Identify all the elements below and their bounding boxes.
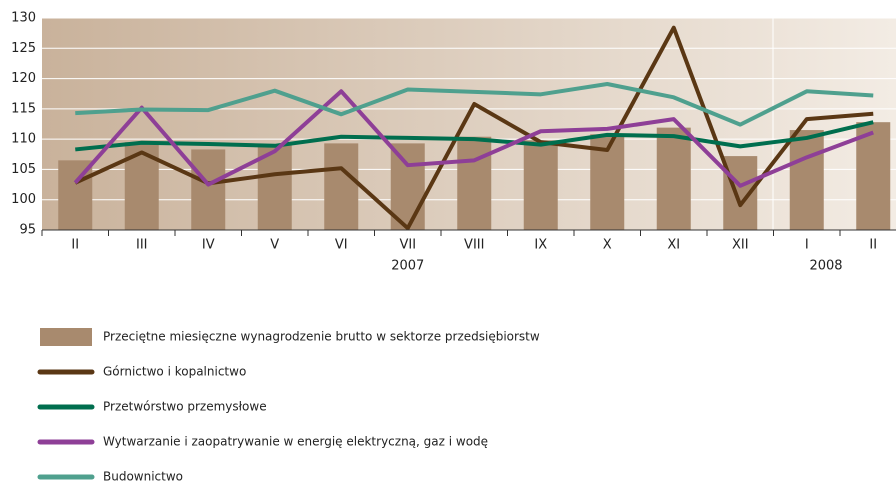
bar bbox=[457, 136, 492, 230]
x-tick-label: III bbox=[136, 238, 148, 253]
y-tick-label: 115 bbox=[11, 101, 36, 116]
x-tick-label: IV bbox=[202, 238, 215, 253]
bar bbox=[789, 130, 824, 230]
legend-label: Przeciętne miesięczne wynagrodzenie brut… bbox=[103, 330, 540, 344]
x-tick-label: I bbox=[805, 238, 809, 253]
x-tick-label: XII bbox=[732, 238, 749, 253]
line-series bbox=[75, 120, 874, 152]
line-series bbox=[73, 89, 874, 188]
legend-label: Budownictwo bbox=[103, 470, 183, 481]
bar bbox=[856, 122, 891, 230]
x-tick-label: XI bbox=[667, 238, 680, 253]
bar bbox=[656, 127, 691, 230]
year-label: 2008 bbox=[809, 259, 842, 274]
line-series bbox=[75, 82, 874, 127]
bar bbox=[523, 140, 558, 230]
x-tick-label: VIII bbox=[464, 238, 484, 253]
x-tick-label: V bbox=[270, 238, 279, 253]
x-tick-label: II bbox=[869, 238, 877, 253]
legend-label: Górnictwo i kopalnictwo bbox=[103, 365, 246, 379]
bar bbox=[723, 156, 758, 230]
legend-label: Wytwarzanie i zaopatrywanie w energię el… bbox=[103, 435, 488, 449]
legend-swatch bbox=[40, 328, 92, 346]
y-tick-label: 120 bbox=[11, 71, 36, 86]
y-tick-label: 130 bbox=[11, 11, 36, 26]
bar bbox=[324, 143, 359, 230]
x-tick-label: IX bbox=[534, 238, 547, 253]
y-tick-label: 95 bbox=[19, 223, 36, 238]
x-tick-label: X bbox=[603, 238, 612, 253]
y-tick-label: 105 bbox=[11, 162, 36, 177]
bar bbox=[124, 142, 159, 230]
legend-label: Przetwórstwo przemysłowe bbox=[103, 400, 267, 414]
x-tick-label: II bbox=[71, 238, 79, 253]
bar bbox=[191, 149, 226, 230]
x-tick-label: VII bbox=[399, 238, 416, 253]
x-tick-label: VI bbox=[335, 238, 348, 253]
year-label: 2007 bbox=[391, 259, 424, 274]
y-tick-label: 110 bbox=[11, 132, 36, 147]
y-tick-label: 100 bbox=[11, 192, 36, 207]
y-tick-label: 125 bbox=[11, 41, 36, 56]
bar bbox=[257, 145, 292, 230]
